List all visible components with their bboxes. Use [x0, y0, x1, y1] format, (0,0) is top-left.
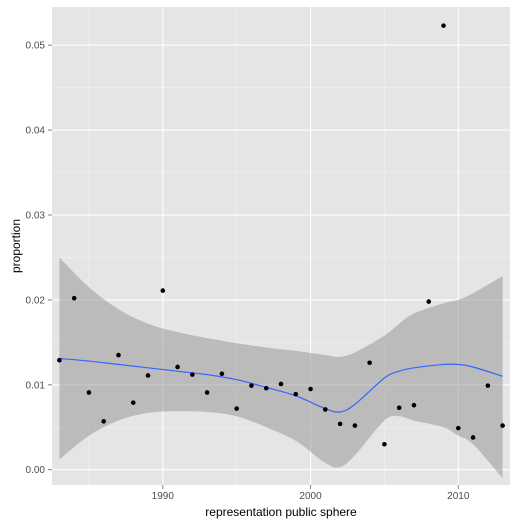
- data-point: [455, 425, 461, 431]
- y-tick-label: 0.00: [26, 465, 46, 476]
- minor-grid: [52, 7, 510, 485]
- y-tick-label: 0.05: [26, 41, 46, 52]
- data-point: [293, 391, 299, 397]
- data-point: [71, 295, 77, 301]
- data-point: [396, 405, 402, 411]
- data-point: [116, 352, 121, 358]
- y-tick-label: 0.03: [26, 211, 46, 222]
- y-axis-ticks: 0.00 0.01 0.02 0.03 0.04 0.05: [26, 41, 52, 476]
- data-point: [426, 299, 432, 304]
- data-point: [470, 435, 476, 440]
- data-point: [441, 23, 446, 28]
- x-tick-label: 2010: [447, 491, 470, 502]
- x-tick-label: 2000: [299, 491, 322, 502]
- y-tick-label: 0.02: [26, 295, 46, 306]
- data-point: [337, 421, 343, 427]
- data-point: [352, 423, 358, 428]
- y-tick-label: 0.01: [26, 380, 46, 391]
- data-point: [382, 441, 387, 447]
- data-point: [190, 372, 195, 377]
- data-point: [411, 402, 417, 408]
- data-point: [278, 381, 284, 387]
- data-point: [308, 386, 313, 392]
- y-axis-title: proportion: [9, 219, 23, 273]
- data-point: [57, 357, 62, 363]
- data-points: [57, 23, 505, 447]
- data-point: [249, 383, 254, 388]
- data-point: [367, 360, 372, 366]
- y-tick-label: 0.04: [26, 126, 46, 137]
- data-point: [160, 288, 166, 293]
- data-point: [130, 400, 136, 405]
- data-point: [204, 390, 210, 395]
- x-tick-label: 1990: [152, 491, 175, 502]
- data-point: [101, 419, 107, 424]
- data-point: [500, 423, 505, 428]
- data-point: [263, 385, 269, 391]
- data-point: [234, 406, 239, 411]
- data-point: [145, 373, 151, 378]
- x-axis-ticks: 1990 2000 2010: [152, 485, 470, 502]
- data-point: [175, 364, 180, 370]
- data-point: [86, 390, 92, 395]
- x-axis-title: representation public sphere: [205, 505, 357, 519]
- data-point: [485, 383, 491, 388]
- confidence-ribbon: [59, 257, 503, 479]
- data-point: [219, 371, 225, 377]
- data-point: [323, 407, 328, 412]
